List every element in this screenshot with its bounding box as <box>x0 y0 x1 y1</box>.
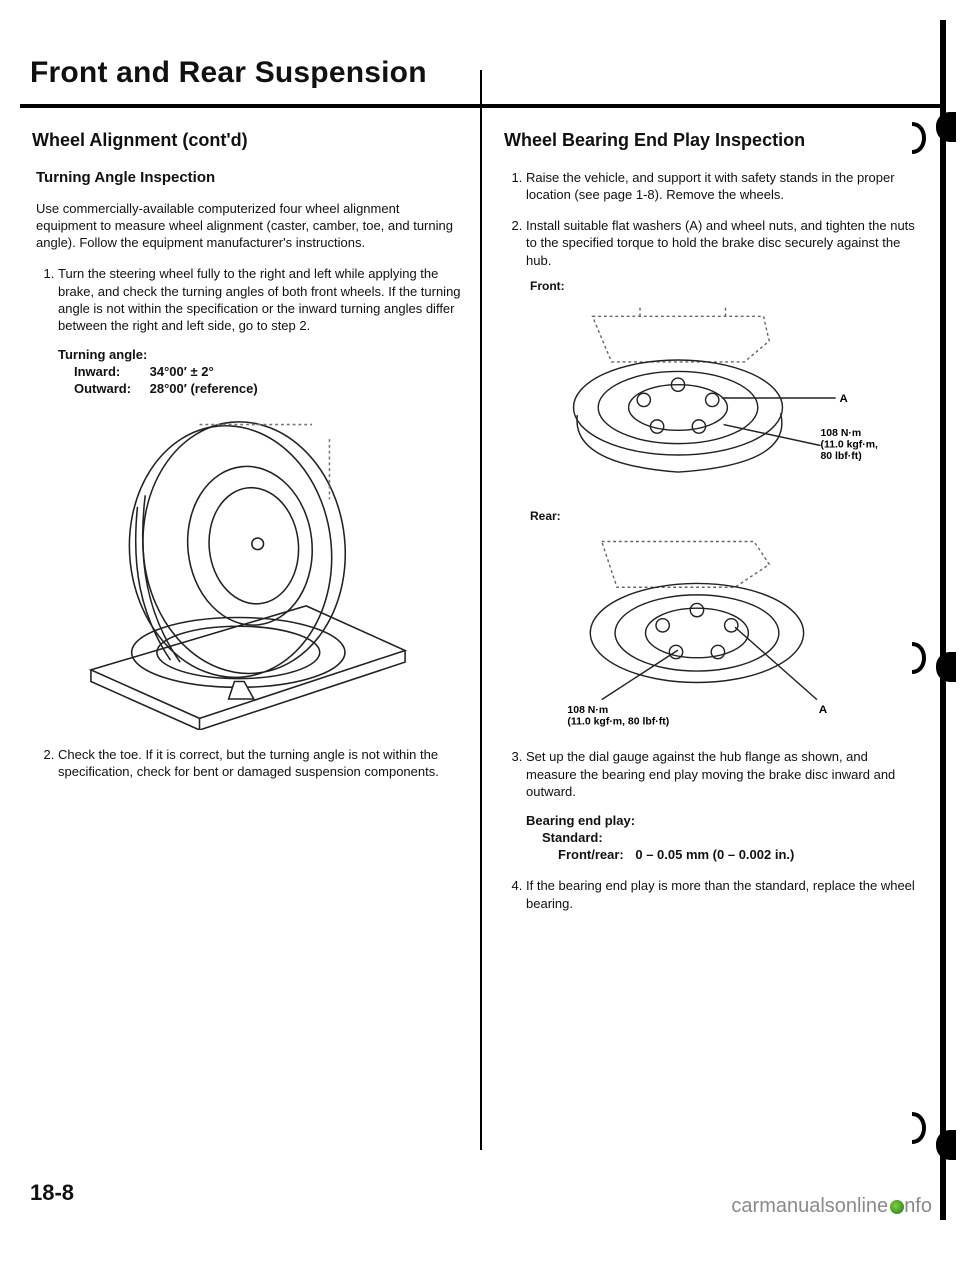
thumb-tab-3 <box>936 1130 956 1160</box>
wheel-turnplate-figure <box>58 410 462 730</box>
outward-row: Outward: 28°00′ (reference) <box>58 380 462 397</box>
bearing-label: Bearing end play: <box>526 812 922 829</box>
frontrear-value: 0 – 0.05 mm (0 – 0.002 in.) <box>635 847 794 862</box>
turning-angle-spec: Turning angle: Inward: 34°00′ ± 2° Outwa… <box>58 346 462 397</box>
right-column: Wheel Bearing End Play Inspection Raise … <box>480 120 940 926</box>
left-step-2-text: Check the toe. If it is correct, but the… <box>58 747 439 779</box>
right-step-3-text: Set up the dial gauge against the hub fl… <box>526 749 895 798</box>
right-subtitle: Wheel Bearing End Play Inspection <box>504 130 922 151</box>
front-torque-3: 80 lbf·ft) <box>821 450 862 461</box>
right-step-1: Raise the vehicle, and support it with s… <box>526 169 922 203</box>
page-number: 18-8 <box>30 1180 74 1206</box>
rear-callout-a: A <box>819 704 827 716</box>
standard-label: Standard: <box>526 829 922 846</box>
turning-angle-label: Turning angle: <box>58 346 462 363</box>
rear-hub-figure: 108 N·m (11.0 kgf·m, 80 lbf·ft) A <box>526 532 922 732</box>
column-divider <box>480 70 482 1150</box>
right-step-3: Set up the dial gauge against the hub fl… <box>526 748 922 863</box>
turning-angle-heading: Turning Angle Inspection <box>36 169 462 186</box>
front-torque-2: (11.0 kgf·m, <box>821 439 879 450</box>
inward-row: Inward: 34°00′ ± 2° <box>58 363 462 380</box>
left-column: Wheel Alignment (cont'd) Turning Angle I… <box>20 120 480 926</box>
left-intro-para: Use commercially-available computerized … <box>36 200 462 251</box>
watermark-suffix: nfo <box>904 1195 932 1217</box>
bracket-glyph-top <box>910 120 938 156</box>
rear-torque-2: (11.0 kgf·m, 80 lbf·ft) <box>567 717 669 728</box>
bracket-glyph-bot <box>910 1110 938 1146</box>
front-hub-figure: A 108 N·m (11.0 kgf·m, 80 lbf·ft) <box>526 303 922 493</box>
right-step-4: If the bearing end play is more than the… <box>526 877 922 911</box>
watermark-dot-icon <box>890 1200 904 1214</box>
right-step-1-text: Raise the vehicle, and support it with s… <box>526 170 895 202</box>
bracket-glyph-mid <box>910 640 938 676</box>
watermark: carmanualsonline nfo <box>731 1195 932 1218</box>
bearing-spec: Bearing end play: Standard: Front/rear: … <box>526 812 922 863</box>
right-step-4-text: If the bearing end play is more than the… <box>526 878 915 910</box>
left-step-1: Turn the steering wheel fully to the rig… <box>58 265 462 729</box>
left-step-1-text: Turn the steering wheel fully to the rig… <box>58 266 461 332</box>
left-step-2: Check the toe. If it is correct, but the… <box>58 746 462 780</box>
inward-value: 34°00′ ± 2° <box>150 364 214 379</box>
right-step-2-text: Install suitable flat washers (A) and wh… <box>526 218 915 267</box>
manual-page: Front and Rear Suspension Wheel Alignmen… <box>20 20 940 1220</box>
left-steps-list: Turn the steering wheel fully to the rig… <box>36 265 462 779</box>
frontrear-label: Front/rear: <box>558 847 624 862</box>
front-torque-1: 108 N·m <box>821 428 862 439</box>
rear-figure-label: Rear: <box>530 509 922 525</box>
outward-value: 28°00′ (reference) <box>150 381 258 396</box>
outward-label: Outward: <box>74 380 146 397</box>
rear-torque-1: 108 N·m <box>567 705 608 716</box>
page-right-rail <box>940 20 960 1220</box>
left-subtitle: Wheel Alignment (cont'd) <box>32 130 462 151</box>
front-figure-label: Front: <box>530 279 922 295</box>
front-callout-a: A <box>840 392 848 404</box>
right-step-2: Install suitable flat washers (A) and wh… <box>526 217 922 732</box>
watermark-text: carmanualsonline <box>731 1195 888 1217</box>
inward-label: Inward: <box>74 363 146 380</box>
right-steps-list: Raise the vehicle, and support it with s… <box>504 169 922 912</box>
